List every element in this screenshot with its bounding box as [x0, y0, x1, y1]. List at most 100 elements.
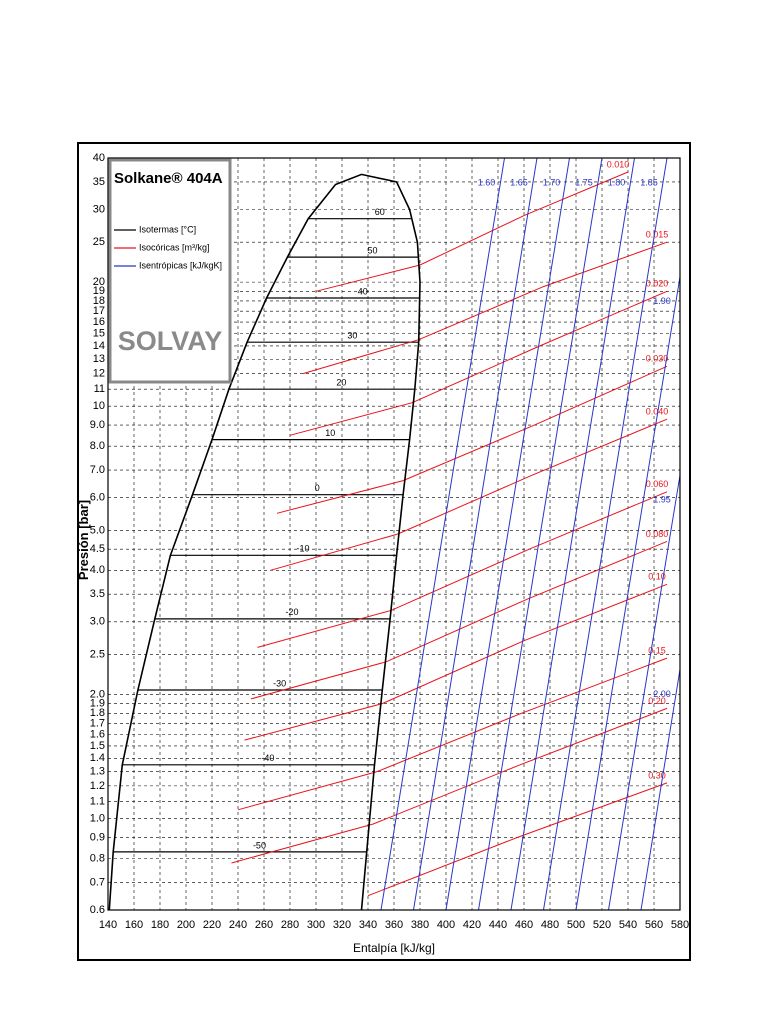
curve-label: 1.60: [478, 177, 496, 187]
curve-label: 0.030: [646, 354, 669, 364]
x-tick-label: 520: [593, 919, 611, 931]
y-tick-label: 19: [93, 285, 105, 297]
curve-label: 1.70: [543, 177, 561, 187]
y-tick-label: 1.0: [90, 812, 105, 824]
y-tick-label: 1.3: [90, 765, 105, 777]
x-tick-label: 260: [255, 919, 273, 931]
y-tick-label: 1.9: [90, 698, 105, 710]
y-tick-label: 11: [94, 383, 105, 395]
legend-box: [108, 158, 232, 384]
y-tick-label: 15: [93, 328, 105, 340]
y-tick-label: 13: [93, 353, 105, 365]
legend-label: Isotermas [°C]: [139, 224, 196, 234]
legend-label: Isocóricas [m³/kg]: [139, 242, 210, 252]
curve-label: 0.30: [648, 770, 666, 780]
x-tick-label: 280: [281, 919, 299, 931]
curve: [257, 491, 668, 648]
curve-label: 0.15: [648, 645, 666, 655]
curve-label: -10: [296, 544, 309, 554]
curve-label: 0.20: [648, 696, 666, 706]
x-tick-label: 580: [671, 919, 689, 931]
x-tick-label: 460: [515, 919, 533, 931]
legend-label: Isentrópicas [kJ/kgK]: [139, 260, 222, 270]
y-tick-label: 6.0: [90, 492, 105, 504]
y-tick-label: 9.0: [90, 419, 105, 431]
curve: [575, 276, 681, 911]
x-tick-label: 560: [645, 919, 663, 931]
curve: [302, 241, 668, 375]
y-tick-label: 0.9: [90, 831, 105, 843]
curve: [478, 157, 603, 911]
y-tick-label: 5.0: [90, 524, 105, 536]
y-tick-label: 4.0: [90, 564, 105, 576]
curve-label: 2.00: [653, 689, 671, 699]
y-tick-label: 3.5: [90, 588, 105, 600]
x-tick-label: 440: [489, 919, 507, 931]
x-tick-label: 340: [359, 919, 377, 931]
curve: [543, 157, 668, 911]
curve-label: 1.85: [640, 177, 658, 187]
y-tick-label: 12: [93, 367, 105, 379]
y-tick-label: 30: [93, 203, 105, 215]
y-tick-label: 4.5: [90, 543, 105, 555]
y-tick-label: 0.8: [90, 852, 105, 864]
y-tick-label: 1.7: [90, 717, 105, 729]
curve: [289, 290, 668, 436]
x-tick-label: 360: [385, 919, 403, 931]
curve: [250, 540, 668, 700]
curve-label: 1.80: [608, 177, 626, 187]
y-tick-label: 0.6: [90, 904, 105, 916]
y-tick-label: 1.5: [90, 740, 105, 752]
curve-label: 10: [325, 428, 335, 438]
x-tick-label: 320: [333, 919, 351, 931]
curve: [244, 583, 668, 741]
y-tick-label: 35: [93, 176, 105, 188]
x-axis-label: Entalpía [kJ/kg]: [353, 941, 435, 955]
curve-label: 1.65: [510, 177, 528, 187]
curve: [231, 707, 668, 864]
curve: [445, 157, 570, 911]
y-tick-label: 8.0: [90, 440, 105, 452]
curve-label: 0.010: [607, 159, 630, 169]
plot-area: [107, 157, 681, 911]
curve-label: 0.080: [646, 529, 669, 539]
y-axis-label: Presión [bar]: [76, 500, 91, 580]
curve: [270, 418, 668, 571]
chart-title: Solkane® 404A: [114, 170, 223, 187]
curve: [380, 157, 505, 911]
logo-text: SOLVAY: [118, 326, 223, 356]
y-tick-label: 3.0: [90, 616, 105, 628]
curve: [315, 171, 629, 292]
x-tick-label: 500: [567, 919, 585, 931]
y-tick-label: 2.0: [90, 688, 105, 700]
curve-label: -20: [285, 607, 298, 617]
y-tick-label: 10: [93, 400, 105, 412]
y-tick-label: 1.1: [90, 795, 105, 807]
x-tick-label: 160: [125, 919, 143, 931]
y-tick-label: 2.5: [90, 648, 105, 660]
curve: [413, 157, 538, 911]
x-tick-label: 480: [541, 919, 559, 931]
y-tick-label: 14: [93, 340, 105, 352]
y-tick-label: 0.7: [90, 876, 105, 888]
x-tick-label: 180: [151, 919, 169, 931]
y-tick-label: 17: [93, 305, 105, 317]
curve-label: 1.95: [653, 495, 671, 505]
curve-label: -50: [253, 840, 266, 850]
curve-label: 0.10: [648, 572, 666, 582]
curve: [608, 475, 681, 911]
curve-label: 30: [347, 331, 357, 341]
x-tick-label: 300: [307, 919, 325, 931]
y-tick-label: 18: [93, 295, 105, 307]
curve: [640, 669, 681, 911]
y-tick-label: 7.0: [90, 464, 105, 476]
x-tick-label: 380: [411, 919, 429, 931]
curve-label: 20: [336, 378, 346, 388]
curve-label: 60: [375, 207, 385, 217]
x-tick-label: 200: [177, 919, 195, 931]
x-tick-label: 240: [229, 919, 247, 931]
y-tick-label: 16: [93, 316, 105, 328]
y-tick-label: 1.4: [90, 752, 105, 764]
curve-label: 1.75: [575, 177, 593, 187]
